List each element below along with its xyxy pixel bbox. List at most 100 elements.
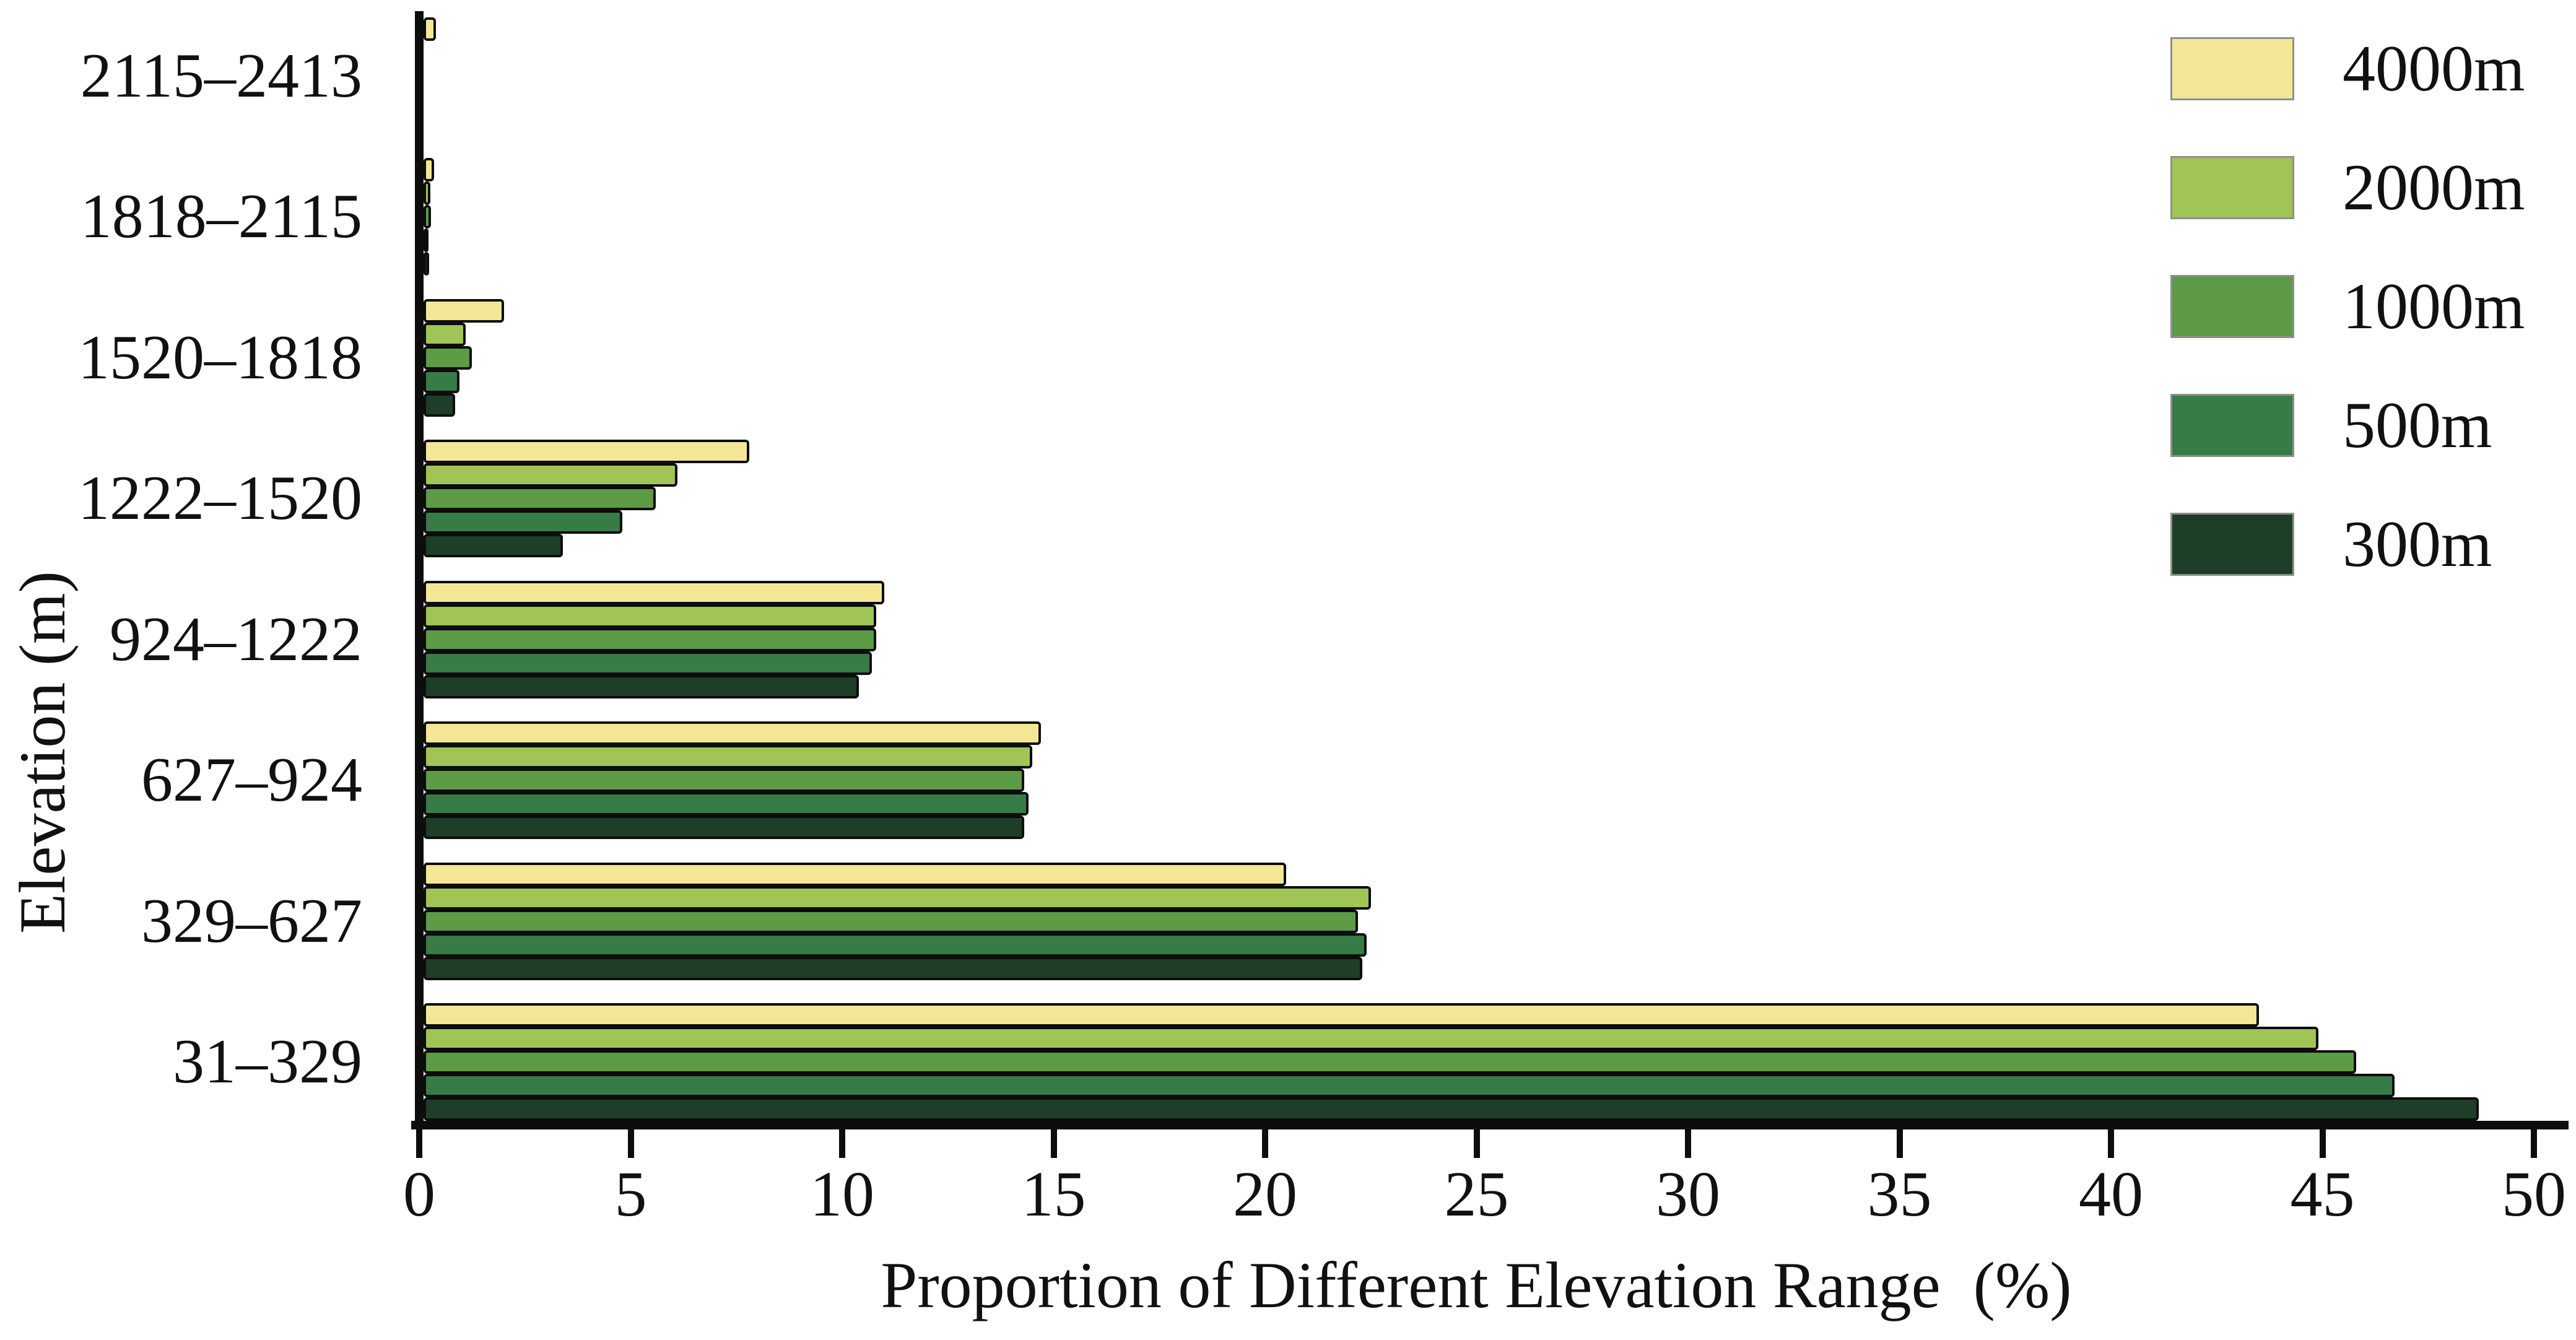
x-tick-label: 0 (403, 1159, 435, 1230)
bar-1000m (424, 909, 1359, 933)
x-tick-mark (2531, 1129, 2537, 1158)
x-axis-title: Proportion of Different Elevation Range … (881, 1249, 2072, 1321)
legend-swatch-2000m (2170, 156, 2294, 219)
bar-1000m (424, 487, 656, 511)
bar-stack (424, 298, 2576, 417)
x-tick-label: 25 (1444, 1159, 1509, 1230)
bar-4000m (424, 580, 885, 604)
bar-300m (424, 674, 859, 698)
category-label: 2115–2413 (80, 41, 362, 111)
bar-stack (424, 158, 2576, 276)
bar-300m (424, 1097, 2479, 1121)
legend-label: 500m (2343, 389, 2492, 461)
bar-2000m (424, 181, 431, 206)
legend-swatch-500m (2170, 394, 2294, 457)
bar-300m (424, 252, 430, 276)
legend: 4000m 2000m 1000m 500m 300m (2170, 36, 2525, 630)
bar-group: 2115–2413 (0, 17, 2576, 135)
legend-label: 1000m (2343, 270, 2525, 342)
x-tick-label: 20 (1233, 1159, 1297, 1230)
x-tick-label: 10 (810, 1159, 874, 1230)
bar-300m (424, 393, 456, 417)
bar-500m (424, 792, 1029, 816)
bar-stack (424, 721, 2576, 840)
bar-4000m (424, 158, 434, 182)
x-tick-mark (416, 1129, 422, 1158)
x-axis-line (411, 1121, 2569, 1129)
plot-rows: 2115–2413 1818–2115 1520–1818 1222–1520 924–… (0, 17, 2576, 1121)
bar-stack (424, 862, 2576, 980)
bar-group: 329–627 (0, 862, 2576, 980)
x-tick-mark (1050, 1129, 1057, 1158)
category-label: 1520–1818 (78, 322, 362, 393)
x-tick-mark (2108, 1129, 2114, 1158)
x-tick-mark (1262, 1129, 1268, 1158)
bar-4000m (424, 1003, 2260, 1027)
x-tick-label: 40 (2079, 1159, 2143, 1230)
bar-300m (424, 534, 564, 558)
bar-500m (424, 369, 459, 393)
bar-group: 1222–1520 (0, 440, 2576, 558)
bar-500m (424, 510, 622, 534)
y-axis-spine (415, 11, 424, 1129)
bar-4000m (424, 440, 749, 464)
bar-group: 1520–1818 (0, 298, 2576, 417)
category-label: 924–1222 (110, 604, 362, 674)
legend-swatch-300m (2170, 513, 2294, 576)
legend-row: 4000m (2170, 36, 2525, 102)
legend-row: 1000m (2170, 274, 2525, 339)
x-tick-mark (1685, 1129, 1691, 1158)
bar-2000m (424, 604, 876, 628)
legend-label: 4000m (2343, 32, 2525, 105)
bar-2000m (424, 1026, 2318, 1050)
category-label: 1818–2115 (80, 181, 362, 252)
bar-500m (424, 651, 872, 675)
bar-300m (424, 816, 1024, 840)
legend-label: 2000m (2343, 151, 2525, 224)
x-tick-mark (2319, 1129, 2326, 1158)
legend-swatch-1000m (2170, 275, 2294, 338)
bar-stack (424, 17, 2576, 135)
legend-swatch-4000m (2170, 37, 2294, 100)
bar-1000m (424, 1050, 2357, 1074)
bar-stack (424, 440, 2576, 558)
bar-500m (424, 228, 429, 253)
x-tick-label: 30 (1656, 1159, 1720, 1230)
bar-2000m (424, 745, 1033, 769)
bar-2000m (424, 463, 677, 487)
bar-500m (424, 933, 1367, 957)
bar-1000m (424, 768, 1024, 793)
x-tick-label: 45 (2290, 1159, 2355, 1230)
x-tick-mark (627, 1129, 634, 1158)
bar-group: 924–1222 (0, 580, 2576, 698)
bar-500m (424, 1073, 2395, 1097)
bar-stack (424, 1003, 2576, 1121)
bar-1000m (424, 346, 472, 370)
bar-4000m (424, 721, 1041, 746)
legend-row: 2000m (2170, 155, 2525, 220)
bar-4000m (424, 298, 504, 323)
category-label: 1222–1520 (78, 463, 362, 534)
bar-1000m (424, 205, 432, 229)
category-label: 329–627 (141, 885, 362, 956)
category-label: 31–329 (173, 1026, 362, 1097)
x-tick-label: 5 (614, 1159, 647, 1230)
bar-group: 627–924 (0, 721, 2576, 840)
x-tick-mark (1473, 1129, 1480, 1158)
bar-2000m (424, 885, 1371, 910)
legend-row: 300m (2170, 511, 2525, 577)
bar-300m (424, 956, 1363, 980)
bar-group: 31–329 (0, 1003, 2576, 1121)
x-tick-label: 50 (2502, 1159, 2566, 1230)
bar-4000m (424, 17, 437, 41)
legend-row: 500m (2170, 393, 2525, 458)
bar-2000m (424, 322, 466, 346)
x-tick-mark (1896, 1129, 1903, 1158)
bar-4000m (424, 862, 1287, 886)
legend-label: 300m (2343, 508, 2492, 580)
category-label: 627–924 (141, 745, 362, 816)
x-tick-mark (839, 1129, 845, 1158)
x-tick-label: 15 (1021, 1159, 1086, 1230)
bar-1000m (424, 627, 876, 651)
